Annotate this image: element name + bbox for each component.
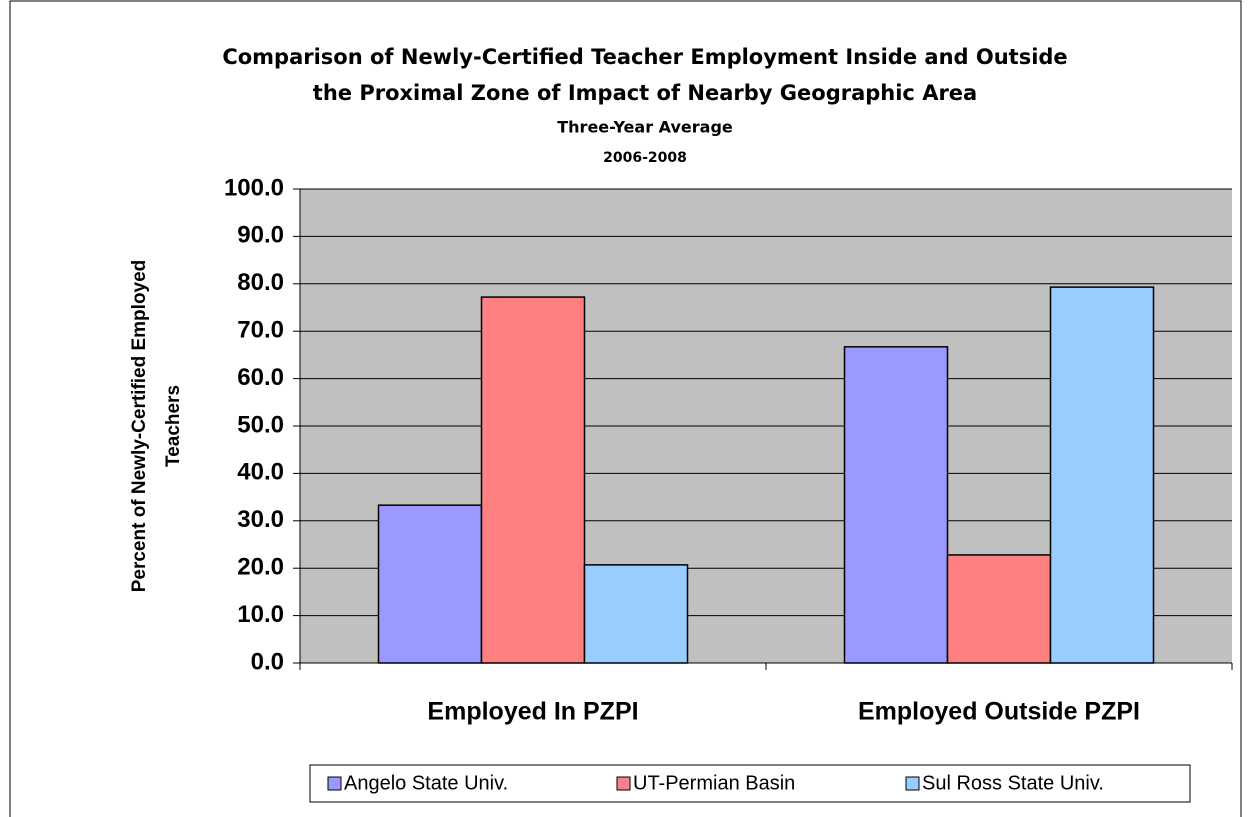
legend-swatch <box>616 776 631 791</box>
bar <box>377 504 483 664</box>
y-axis-label: Percent of Newly-Certified Employed <box>129 260 150 593</box>
legend-swatch <box>905 776 920 791</box>
y-tick-label: 80.0 <box>237 269 284 296</box>
bar <box>583 564 689 664</box>
y-tick-label: 0.0 <box>251 648 284 675</box>
chart-subtitle: Three-Year Average <box>557 118 733 137</box>
y-tick-label: 30.0 <box>237 506 284 533</box>
legend-label: UT-Permian Basin <box>633 772 795 794</box>
bar <box>1049 286 1155 664</box>
y-tick-label: 70.0 <box>237 317 284 344</box>
x-tick-label: Employed In PZPI <box>427 698 638 726</box>
chart-title: Comparison of Newly-Certified Teacher Em… <box>222 45 1067 69</box>
y-tick-label: 100.0 <box>224 174 284 201</box>
legend-box <box>309 764 1191 803</box>
y-tick-label: 50.0 <box>237 411 284 438</box>
legend-label: Sul Ross State Univ. <box>922 772 1104 794</box>
y-tick-label: 20.0 <box>237 554 284 581</box>
y-tick-label: 40.0 <box>237 459 284 486</box>
bar <box>480 296 586 664</box>
bar <box>843 346 949 664</box>
bar <box>946 554 1052 664</box>
x-tick-label: Employed Outside PZPI <box>858 698 1140 726</box>
chart-title: the Proximal Zone of Impact of Nearby Ge… <box>313 81 977 105</box>
legend-label: Angelo State Univ. <box>344 772 508 794</box>
y-tick-label: 10.0 <box>237 601 284 628</box>
legend-swatch <box>327 776 342 791</box>
y-tick-label: 90.0 <box>237 222 284 249</box>
y-axis-label: Teachers <box>163 385 184 467</box>
chart-subtitle: 2006-2008 <box>603 150 687 166</box>
y-tick-label: 60.0 <box>237 364 284 391</box>
